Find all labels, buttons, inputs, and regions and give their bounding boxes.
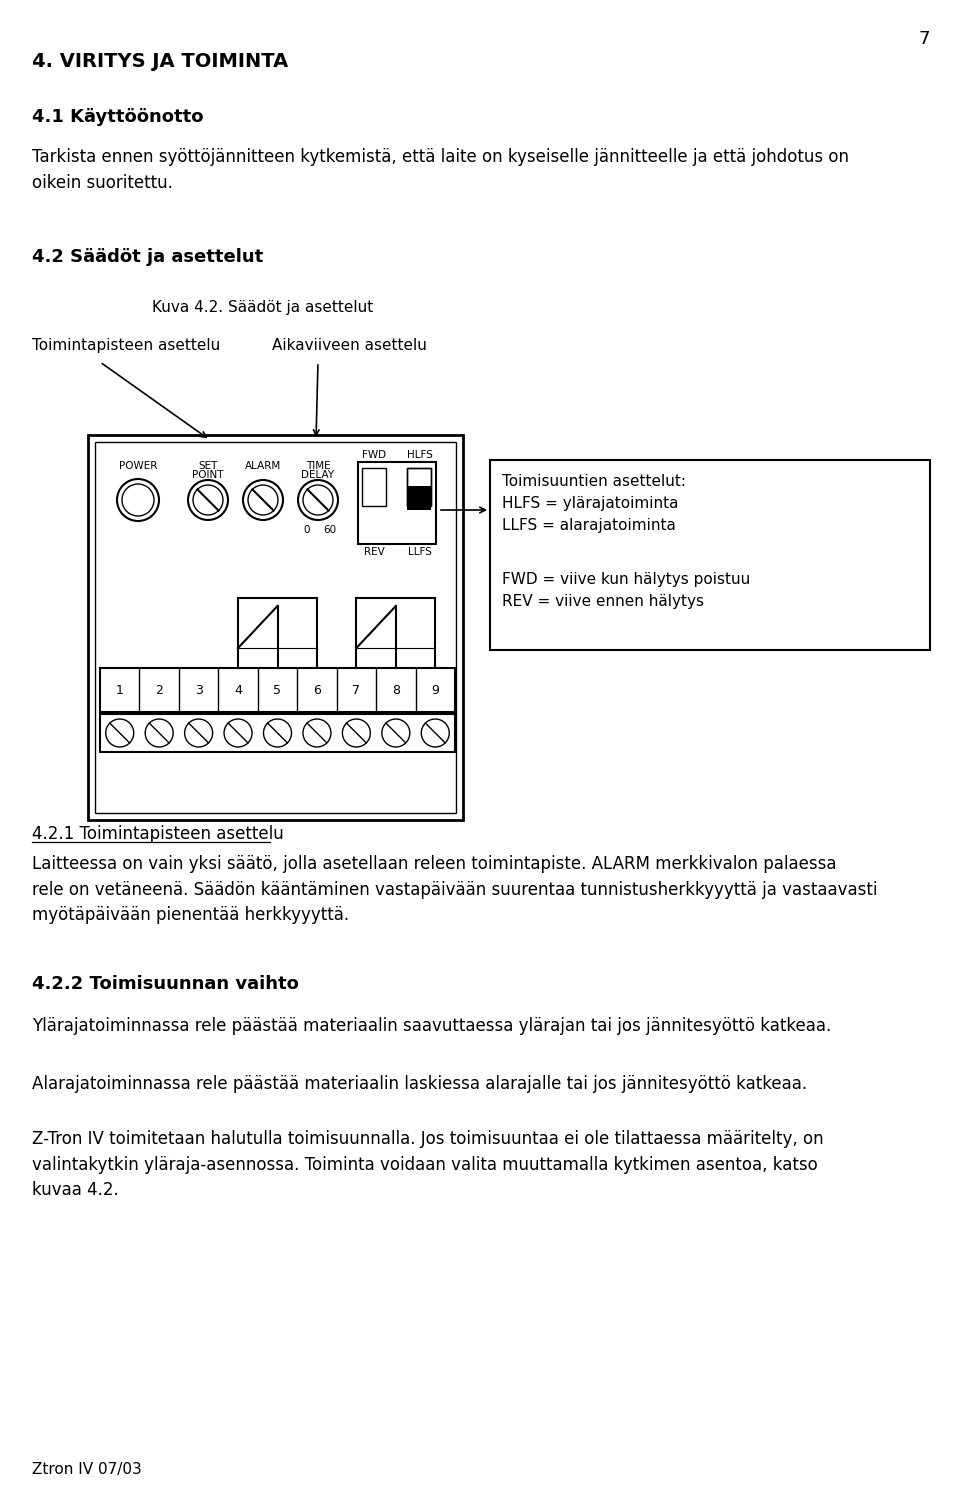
FancyBboxPatch shape: [100, 668, 455, 712]
Circle shape: [117, 479, 159, 521]
Text: 4.1 Käyttöönotto: 4.1 Käyttöönotto: [32, 108, 204, 126]
Text: DELAY: DELAY: [301, 470, 335, 481]
Text: 4.2.2 Toimisuunnan vaihto: 4.2.2 Toimisuunnan vaihto: [32, 975, 299, 993]
Circle shape: [122, 484, 154, 517]
Text: REV: REV: [364, 547, 384, 557]
Text: 1: 1: [116, 683, 124, 697]
Text: Ztron IV 07/03: Ztron IV 07/03: [32, 1461, 142, 1476]
Circle shape: [184, 719, 212, 746]
Text: Alarajatoiminnassa rele päästää materiaalin laskiessa alarajalle tai jos jännite: Alarajatoiminnassa rele päästää materiaa…: [32, 1075, 807, 1093]
Text: Ylärajatoiminnassa rele päästää materiaalin saavuttaessa ylärajan tai jos jännit: Ylärajatoiminnassa rele päästää materiaa…: [32, 1017, 831, 1035]
Text: REV = viive ennen hälytys: REV = viive ennen hälytys: [502, 593, 704, 608]
Text: HLFS: HLFS: [407, 451, 433, 460]
FancyBboxPatch shape: [100, 713, 455, 753]
FancyBboxPatch shape: [362, 469, 386, 506]
Text: HLFS = ylärajatoiminta: HLFS = ylärajatoiminta: [502, 496, 679, 511]
Circle shape: [303, 485, 333, 515]
Circle shape: [343, 719, 371, 746]
Text: 5: 5: [274, 683, 281, 697]
FancyBboxPatch shape: [88, 436, 463, 820]
Text: SET: SET: [199, 461, 218, 472]
Text: TIME: TIME: [305, 461, 330, 472]
Circle shape: [145, 719, 173, 746]
Text: ALARM: ALARM: [245, 461, 281, 472]
Text: Kuva 4.2. Säädöt ja asettelut: Kuva 4.2. Säädöt ja asettelut: [152, 300, 373, 315]
Text: Laitteessa on vain yksi säätö, jolla asetellaan releen toimintapiste. ALARM merk: Laitteessa on vain yksi säätö, jolla ase…: [32, 855, 877, 924]
Text: Tarkista ennen syöttöjännitteen kytkemistä, että laite on kyseiselle jännitteell: Tarkista ennen syöttöjännitteen kytkemis…: [32, 149, 849, 192]
FancyBboxPatch shape: [407, 487, 431, 511]
Circle shape: [188, 481, 228, 520]
Text: Toimintapisteen asettelu: Toimintapisteen asettelu: [32, 338, 220, 353]
Circle shape: [382, 719, 410, 746]
Text: 7: 7: [919, 30, 930, 48]
Text: 6: 6: [313, 683, 321, 697]
Circle shape: [303, 719, 331, 746]
Circle shape: [263, 719, 292, 746]
Text: 60: 60: [324, 526, 337, 535]
Text: FWD: FWD: [362, 451, 386, 460]
Text: 3: 3: [195, 683, 203, 697]
Text: Aikaviiveen asettelu: Aikaviiveen asettelu: [272, 338, 427, 353]
Circle shape: [298, 481, 338, 520]
Text: 9: 9: [431, 683, 440, 697]
FancyBboxPatch shape: [490, 460, 930, 650]
FancyBboxPatch shape: [95, 442, 456, 813]
Text: POINT: POINT: [192, 470, 224, 481]
Circle shape: [193, 485, 223, 515]
Text: Z-Tron IV toimitetaan halutulla toimisuunnalla. Jos toimisuuntaa ei ole tilattae: Z-Tron IV toimitetaan halutulla toimisuu…: [32, 1130, 824, 1200]
Text: 4: 4: [234, 683, 242, 697]
Text: POWER: POWER: [119, 461, 157, 472]
Text: 4.2 Säädöt ja asettelut: 4.2 Säädöt ja asettelut: [32, 248, 263, 266]
Circle shape: [248, 485, 278, 515]
FancyBboxPatch shape: [358, 463, 436, 544]
Text: 8: 8: [392, 683, 399, 697]
Text: Toimisuuntien asettelut:: Toimisuuntien asettelut:: [502, 475, 686, 490]
Circle shape: [224, 719, 252, 746]
Text: FWD = viive kun hälytys poistuu: FWD = viive kun hälytys poistuu: [502, 572, 751, 587]
Circle shape: [421, 719, 449, 746]
Circle shape: [106, 719, 133, 746]
Text: 0: 0: [303, 526, 310, 535]
Circle shape: [243, 481, 283, 520]
Text: 4. VIRITYS JA TOIMINTA: 4. VIRITYS JA TOIMINTA: [32, 53, 288, 71]
Text: LLFS: LLFS: [408, 547, 432, 557]
Text: LLFS = alarajatoiminta: LLFS = alarajatoiminta: [502, 518, 676, 533]
FancyBboxPatch shape: [407, 469, 431, 506]
Text: 7: 7: [352, 683, 360, 697]
Text: 4.2.1 Toimintapisteen asettelu: 4.2.1 Toimintapisteen asettelu: [32, 825, 284, 843]
Text: 2: 2: [156, 683, 163, 697]
